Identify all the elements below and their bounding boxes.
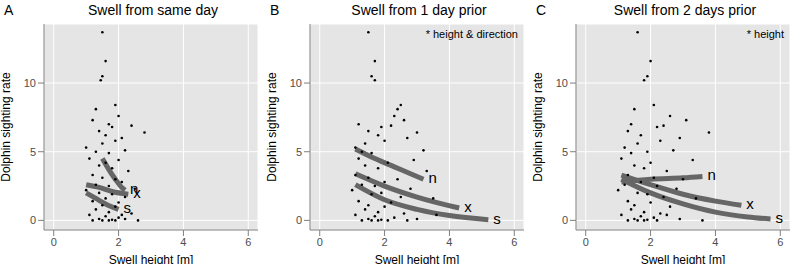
svg-text:10: 10: [290, 77, 302, 89]
svg-text:6: 6: [245, 236, 251, 248]
svg-text:4: 4: [180, 236, 186, 248]
svg-text:4: 4: [446, 236, 452, 248]
html-text:Swell from same day: Swell from same day: [88, 2, 218, 18]
svg-text:0: 0: [30, 214, 36, 226]
svg-text:5: 5: [30, 146, 36, 158]
svg-text:n: n: [707, 166, 715, 183]
svg-text:5: 5: [296, 146, 302, 158]
svg-text:5: 5: [562, 146, 568, 158]
svg-text:x: x: [464, 198, 472, 215]
svg-text:Dolphin sighting rate: Dolphin sighting rate: [266, 72, 279, 182]
svg-text:10: 10: [556, 77, 568, 89]
svg-text:2: 2: [116, 236, 122, 248]
svg-text:s: s: [124, 199, 132, 216]
svg-text:0: 0: [317, 236, 323, 248]
svg-text:s: s: [493, 210, 501, 227]
svg-text:Swell height [m]: Swell height [m]: [641, 253, 726, 264]
svg-text:Dolphin sighting rate: Dolphin sighting rate: [8, 72, 13, 182]
svg-text:0: 0: [583, 236, 589, 248]
svg-text:0: 0: [296, 214, 302, 226]
svg-text:x: x: [133, 184, 141, 201]
svg-text:2: 2: [382, 236, 388, 248]
html-text:Swell from 1 day prior: Swell from 1 day prior: [351, 2, 487, 18]
html-text:C: C: [536, 2, 547, 18]
svg-text:4: 4: [712, 236, 718, 248]
html-text:B: B: [270, 2, 280, 18]
svg-text:n: n: [428, 169, 436, 186]
svg-text:0: 0: [562, 214, 568, 226]
svg-text:2: 2: [648, 236, 654, 248]
html-text:* height: * height: [746, 28, 784, 40]
svg-text:6: 6: [777, 236, 783, 248]
html-text:* height & direction: * height & direction: [425, 28, 518, 40]
html-text:A: A: [4, 2, 14, 18]
svg-text:6: 6: [511, 236, 517, 248]
svg-text:10: 10: [24, 77, 36, 89]
html-text:Swell from 2 days prior: Swell from 2 days prior: [613, 2, 757, 18]
svg-text:s: s: [776, 209, 784, 226]
svg-text:Swell height [m]: Swell height [m]: [375, 253, 460, 264]
svg-text:x: x: [746, 195, 754, 212]
svg-text:Dolphin sighting rate: Dolphin sighting rate: [532, 72, 545, 182]
svg-text:Swell height [m]: Swell height [m]: [109, 253, 194, 264]
svg-text:0: 0: [51, 236, 57, 248]
